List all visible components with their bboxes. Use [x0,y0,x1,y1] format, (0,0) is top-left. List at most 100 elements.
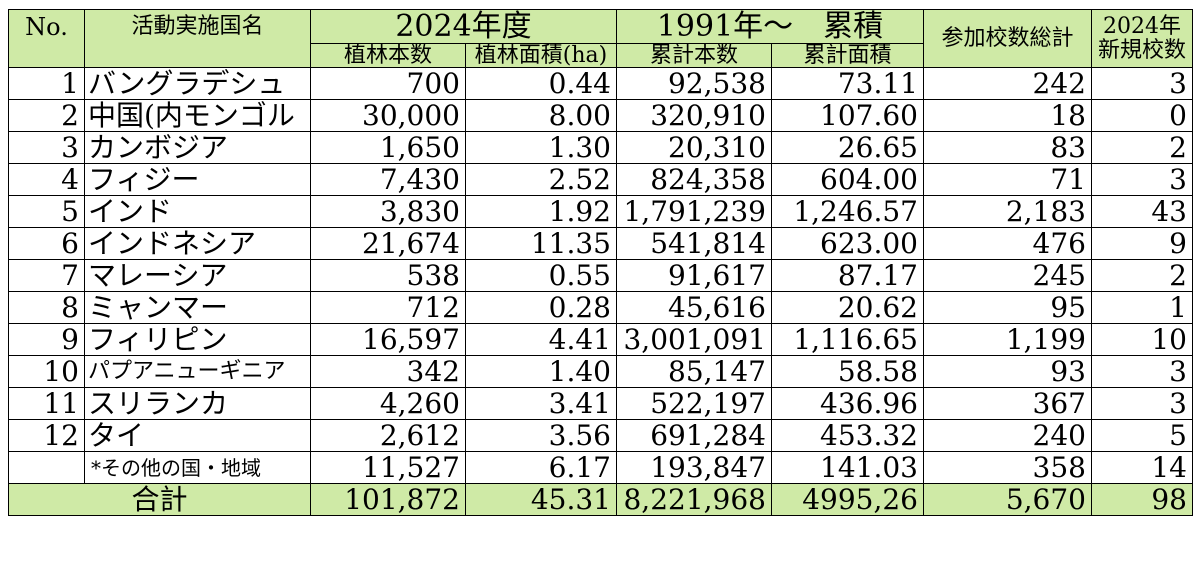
row-no: 9 [8,323,85,356]
row-schools: 1,199 [923,323,1092,356]
header-cum-trees: 累計本数 [616,43,772,68]
row-new-schools: 9 [1091,227,1193,260]
row-new-schools: 0 [1091,99,1193,132]
row-no: 7 [8,259,85,292]
row-no: 1 [8,67,85,100]
header-no-blank [8,43,85,68]
total-new-schools: 98 [1091,483,1193,516]
header-country: 活動実施国名 [84,9,311,44]
table-row: 7 マレーシア 538 0.55 91,617 87.17 245 2 [8,259,1193,292]
row-cum-trees: 691,284 [616,419,772,452]
row-cum-trees: 320,910 [616,99,772,132]
row-cum-trees: 3,001,091 [616,323,772,356]
row-new-schools: 5 [1091,419,1193,452]
row-country: バングラデシュ [84,67,311,100]
table-row: 10 パプアニューギニア 342 1.40 85,147 58.58 93 3 [8,355,1193,388]
row-schools: 83 [923,131,1092,164]
table-row: 2 中国(内モンゴル 30,000 8.00 320,910 107.60 18… [8,99,1193,132]
row-no: 12 [8,419,85,452]
row-area: 0.44 [465,67,617,100]
header-trees: 植林本数 [310,43,466,68]
row-new-schools: 2 [1091,131,1193,164]
row-trees: 3,830 [310,195,466,228]
row-area: 3.56 [465,419,617,452]
row-cum-area: 58.58 [771,355,924,388]
row-cum-area: 73.11 [771,67,924,100]
row-area: 11.35 [465,227,617,260]
row-cum-trees: 45,616 [616,291,772,324]
row-no: 11 [8,387,85,420]
row-trees: 21,674 [310,227,466,260]
header-2024: 2024年度 [310,9,617,44]
row-cum-area: 436.96 [771,387,924,420]
row-area: 1.30 [465,131,617,164]
row-area: 8.00 [465,99,617,132]
row-country: ミャンマー [84,291,311,324]
row-area: 0.28 [465,291,617,324]
total-area: 45.31 [465,483,617,516]
row-trees: 2,612 [310,419,466,452]
row-cum-trees: 85,147 [616,355,772,388]
row-trees: 538 [310,259,466,292]
header-area: 植林面積(ha) [465,43,617,68]
row-new-schools: 10 [1091,323,1193,356]
table-row: 8 ミャンマー 712 0.28 45,616 20.62 95 1 [8,291,1193,324]
row-trees: 4,260 [310,387,466,420]
planting-summary-table: No. 活動実施国名 2024年度 1991年～ 累積 参加校数総計 2024年… [8,9,1193,516]
table-row: 5 インド 3,830 1.92 1,791,239 1,246.57 2,18… [8,195,1193,228]
table-row: 3 カンボジア 1,650 1.30 20,310 26.65 83 2 [8,131,1193,164]
row-cum-area: 604.00 [771,163,924,196]
row-schools: 18 [923,99,1092,132]
row-country: 中国(内モンゴル [84,99,311,132]
row-schools: 367 [923,387,1092,420]
table-row: 12 タイ 2,612 3.56 691,284 453.32 240 5 [8,419,1193,452]
other-country: *その他の国・地域 [84,451,311,484]
row-country: フィリピン [84,323,311,356]
other-regions-row: *その他の国・地域 11,527 6.17 193,847 141.03 358… [8,451,1193,484]
row-schools: 476 [923,227,1092,260]
other-area: 6.17 [465,451,617,484]
row-country: フィジー [84,163,311,196]
header-row-1: No. 活動実施国名 2024年度 1991年～ 累積 参加校数総計 2024年… [8,9,1193,68]
row-area: 4.41 [465,323,617,356]
total-label: 合計 [8,483,311,516]
other-cum-trees: 193,847 [616,451,772,484]
header-country-blank [84,43,311,68]
row-no: 2 [8,99,85,132]
row-trees: 7,430 [310,163,466,196]
table-row: 4 フィジー 7,430 2.52 824,358 604.00 71 3 [8,163,1193,196]
row-area: 0.55 [465,259,617,292]
row-cum-area: 26.65 [771,131,924,164]
row-cum-trees: 20,310 [616,131,772,164]
row-area: 2.52 [465,163,617,196]
row-trees: 700 [310,67,466,100]
row-cum-trees: 522,197 [616,387,772,420]
header-schools-total: 参加校数総計 [923,9,1092,68]
row-no: 10 [8,355,85,388]
row-country: マレーシア [84,259,311,292]
table-row: 11 スリランカ 4,260 3.41 522,197 436.96 367 3 [8,387,1193,420]
row-country: インド [84,195,311,228]
row-new-schools: 3 [1091,355,1193,388]
row-trees: 342 [310,355,466,388]
row-no: 5 [8,195,85,228]
row-cum-trees: 91,617 [616,259,772,292]
row-schools: 242 [923,67,1092,100]
row-schools: 2,183 [923,195,1092,228]
row-cum-area: 1,246.57 [771,195,924,228]
header-row-2: 植林本数 植林面積(ha) 累計本数 累計面積 [8,43,1193,68]
row-cum-trees: 92,538 [616,67,772,100]
table-row: 6 インドネシア 21,674 11.35 541,814 623.00 476… [8,227,1193,260]
other-trees: 11,527 [310,451,466,484]
row-country: カンボジア [84,131,311,164]
header-new-schools-line1: 2024年 [1103,14,1181,40]
row-country: パプアニューギニア [84,355,311,388]
row-cum-area: 1,116.65 [771,323,924,356]
row-trees: 16,597 [310,323,466,356]
other-cum-area: 141.03 [771,451,924,484]
row-cum-area: 87.17 [771,259,924,292]
row-country: タイ [84,419,311,452]
header-new-schools-line2: 新規校数 [1097,37,1186,63]
total-cum-area: 4995,26 [771,483,924,516]
other-schools: 358 [923,451,1092,484]
